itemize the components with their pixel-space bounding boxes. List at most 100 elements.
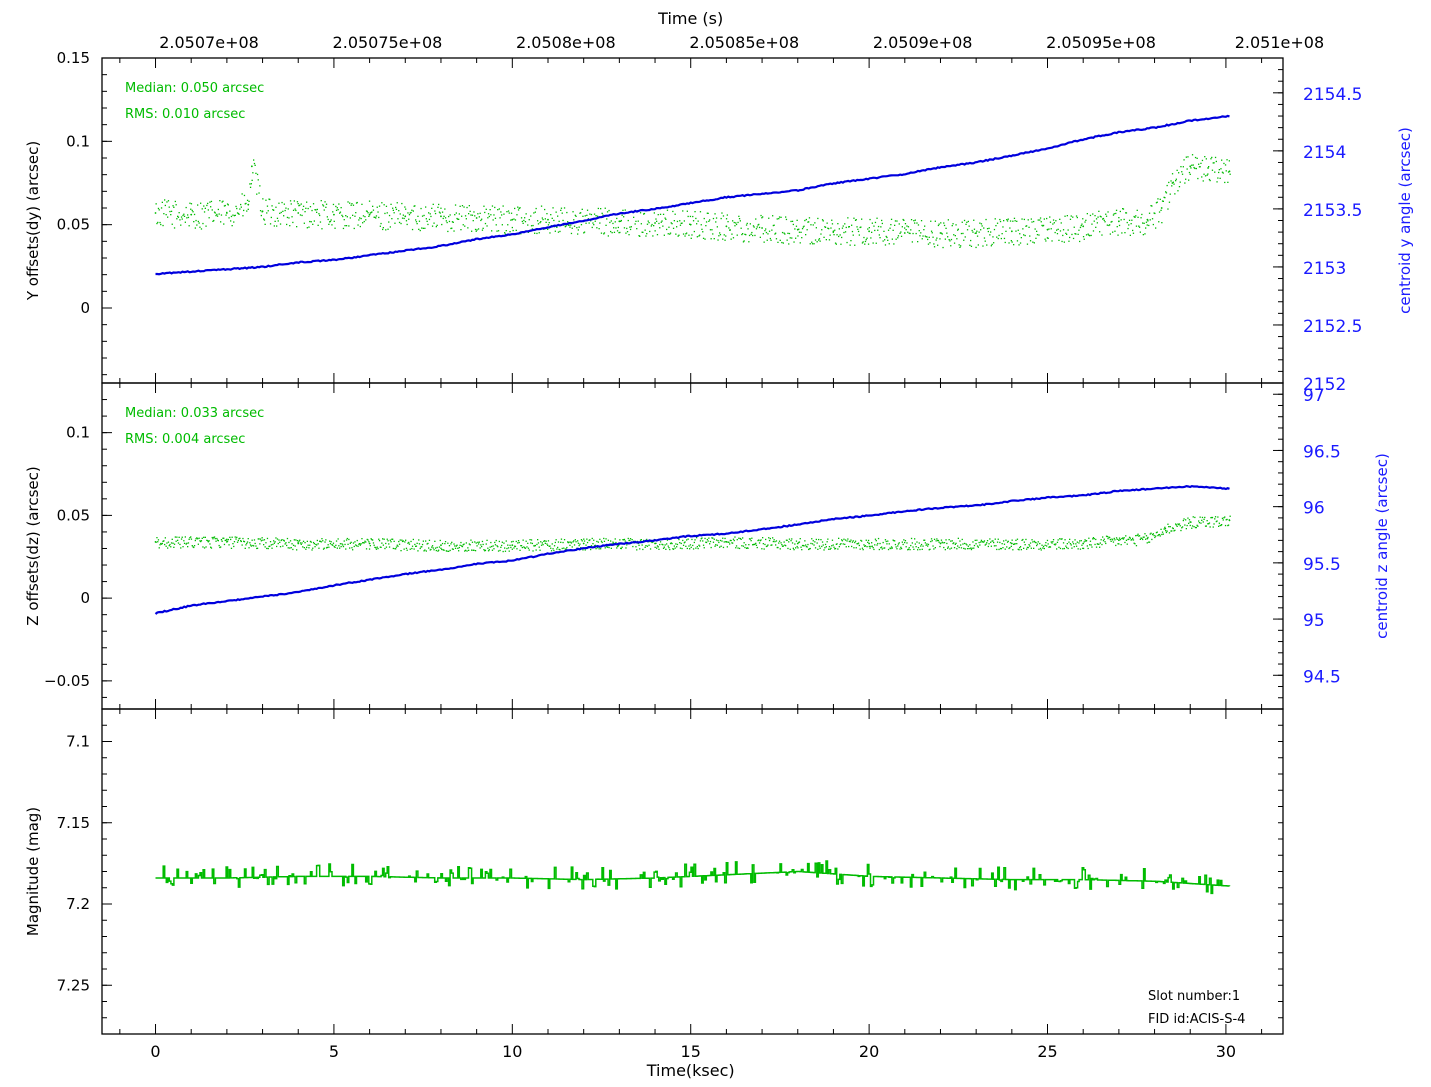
data-point bbox=[231, 536, 233, 538]
data-point bbox=[333, 213, 335, 216]
data-point bbox=[620, 219, 622, 222]
data-point bbox=[1046, 545, 1048, 547]
data-point bbox=[933, 246, 936, 248]
data-point bbox=[894, 540, 896, 542]
data-point bbox=[244, 203, 246, 205]
data-point bbox=[583, 232, 585, 234]
data-point bbox=[374, 216, 376, 218]
data-point bbox=[281, 201, 283, 204]
data-point bbox=[1127, 538, 1129, 541]
data-point bbox=[722, 546, 725, 549]
data-point bbox=[1020, 237, 1022, 239]
data-point bbox=[404, 215, 407, 218]
data-point bbox=[1175, 524, 1177, 526]
data-point bbox=[220, 214, 223, 216]
data-point bbox=[1021, 218, 1023, 220]
data-point bbox=[1143, 222, 1145, 224]
data-point bbox=[1052, 539, 1055, 541]
data-point bbox=[820, 233, 822, 235]
data-point bbox=[795, 547, 797, 549]
data-point bbox=[844, 539, 847, 541]
data-point bbox=[164, 204, 166, 207]
data-point bbox=[867, 541, 869, 543]
data-point bbox=[303, 222, 305, 224]
data-point bbox=[273, 542, 275, 544]
data-point bbox=[450, 543, 452, 545]
data-point bbox=[164, 199, 166, 201]
data-point bbox=[1183, 159, 1185, 161]
data-point bbox=[575, 541, 577, 543]
data-point bbox=[1049, 221, 1052, 223]
data-point bbox=[547, 544, 549, 546]
data-point bbox=[420, 546, 422, 548]
data-point bbox=[439, 212, 441, 214]
data-point bbox=[443, 549, 445, 551]
data-point bbox=[441, 223, 443, 226]
data-point bbox=[877, 225, 880, 228]
data-point bbox=[1165, 530, 1167, 532]
data-point bbox=[838, 228, 840, 230]
data-point bbox=[792, 223, 794, 226]
data-point bbox=[871, 545, 873, 547]
data-point bbox=[982, 541, 984, 543]
y2-tick-label: 95.5 bbox=[1303, 555, 1341, 575]
data-point bbox=[615, 227, 617, 229]
data-point bbox=[719, 232, 721, 234]
data-point bbox=[447, 230, 449, 233]
data-point bbox=[604, 207, 606, 209]
data-point bbox=[311, 549, 313, 551]
data-point bbox=[880, 226, 882, 228]
data-point bbox=[582, 215, 584, 217]
data-point bbox=[192, 211, 194, 213]
data-point bbox=[200, 540, 202, 543]
data-point bbox=[1135, 545, 1138, 547]
data-point bbox=[1125, 212, 1127, 214]
data-point bbox=[295, 209, 297, 212]
data-point bbox=[940, 232, 943, 234]
data-point bbox=[193, 546, 195, 549]
data-point bbox=[758, 539, 760, 541]
data-point bbox=[787, 232, 789, 234]
data-point bbox=[662, 547, 665, 549]
data-point bbox=[875, 242, 877, 244]
data-point bbox=[479, 212, 481, 214]
data-point bbox=[743, 542, 745, 544]
data-point bbox=[927, 543, 930, 546]
data-point bbox=[764, 230, 766, 232]
data-point bbox=[1178, 172, 1180, 174]
data-point bbox=[949, 240, 951, 242]
data-point bbox=[1225, 170, 1227, 172]
data-point bbox=[860, 539, 862, 542]
data-point bbox=[599, 222, 601, 224]
data-point bbox=[538, 546, 540, 548]
data-point bbox=[603, 233, 605, 235]
data-point bbox=[970, 245, 973, 247]
data-point bbox=[926, 236, 928, 238]
data-point bbox=[166, 542, 168, 544]
data-point bbox=[299, 542, 302, 544]
data-point bbox=[770, 544, 772, 546]
data-point bbox=[1193, 166, 1195, 169]
data-point bbox=[263, 544, 265, 546]
data-point bbox=[289, 225, 291, 227]
data-point bbox=[709, 543, 711, 545]
data-point bbox=[940, 222, 942, 224]
data-point bbox=[1112, 539, 1114, 541]
data-point bbox=[1107, 537, 1109, 540]
data-point bbox=[593, 545, 596, 547]
data-point bbox=[410, 540, 412, 543]
data-point bbox=[699, 545, 701, 547]
data-point bbox=[877, 537, 880, 540]
data-point bbox=[307, 544, 309, 546]
data-point bbox=[496, 545, 498, 547]
data-point bbox=[1033, 540, 1035, 542]
data-point bbox=[273, 225, 275, 227]
data-point bbox=[770, 239, 772, 241]
data-point bbox=[243, 541, 246, 543]
data-point bbox=[1050, 228, 1052, 230]
data-point bbox=[951, 540, 953, 542]
data-point bbox=[657, 546, 659, 548]
data-point bbox=[855, 219, 857, 221]
stats-annotation: RMS: 0.010 arcsec bbox=[125, 107, 245, 122]
data-point bbox=[459, 205, 461, 207]
